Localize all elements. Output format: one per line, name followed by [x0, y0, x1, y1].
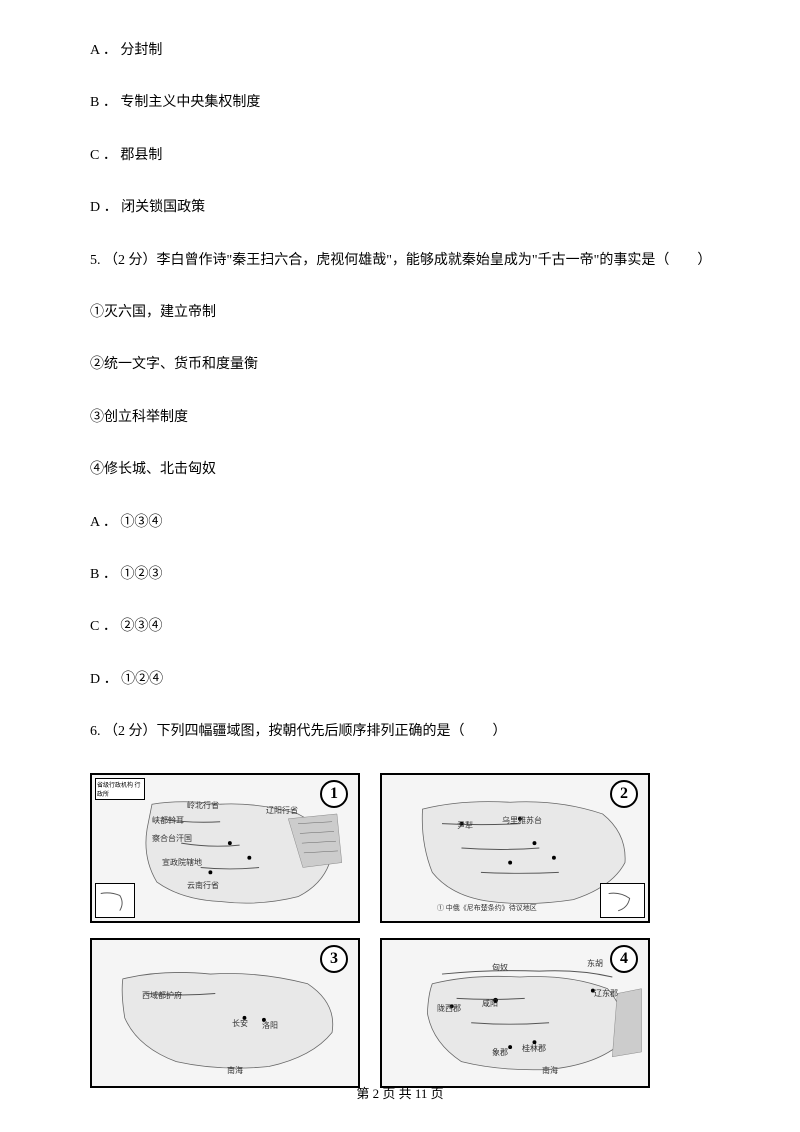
- statement-2: ②统一文字、货币和度量衡: [90, 354, 710, 376]
- page-footer: 第 2 页 共 11 页: [0, 1083, 800, 1102]
- statement-1: ①灭六国，建立帝制: [90, 302, 710, 324]
- map3-label-luoyang: 洛阳: [262, 1020, 278, 1031]
- map4-label-xiongnu: 匈奴: [492, 962, 508, 973]
- option-b-q5: B ． ①②③: [90, 564, 710, 586]
- map1-label-xuanzheng: 宣政院辖地: [162, 857, 202, 868]
- map1-label-yunnan: 云南行省: [187, 880, 219, 891]
- map4-label-xianyang: 咸阳: [482, 998, 498, 1009]
- question-5-text: 5. （2 分）李白曾作诗"秦王扫六合，虎视何雄哉"，能够成就秦始皇成为"千古一…: [90, 250, 710, 272]
- map-1-inset: [95, 883, 135, 918]
- map2-label-uliastai: 乌里雅苏台: [502, 815, 542, 826]
- map-2: 尹犁 乌里雅苏台 ① 中俄《尼布楚条约》待议地区 2: [380, 773, 650, 923]
- maps-row-2: 西域都护府 长安 洛阳 南海 3 东胡 匈奴 咸阳 辽东郡 陇西: [90, 938, 710, 1088]
- map4-label-donghu: 东胡: [587, 958, 603, 969]
- statement-4: ④修长城、北击匈奴: [90, 459, 710, 481]
- map3-label-nanhai: 南海: [227, 1065, 243, 1076]
- map1-label-liaoyang: 辽阳行省: [266, 805, 298, 816]
- option-d-q4: D ． 闭关锁国政策: [90, 197, 710, 219]
- map1-label-lingbei: 岭北行省: [187, 800, 219, 811]
- map-3: 西域都护府 长安 洛阳 南海 3: [90, 938, 360, 1088]
- map1-label-chagatai: 察合台汗国: [152, 833, 192, 844]
- option-d-q5: D ． ①②④: [90, 669, 710, 691]
- map4-label-longxi: 陇西郡: [437, 1003, 461, 1014]
- map-4: 东胡 匈奴 咸阳 辽东郡 陇西郡 象郡 南海 桂林郡 4: [380, 938, 650, 1088]
- option-a-q4: A ． 分封制: [90, 40, 710, 62]
- map3-label-changan: 长安: [232, 1018, 248, 1029]
- maps-container: 省级行政机构 行政所 辽阳行省 岭北行省 峡都斡耳 察合台汗国 宣政院辖地 云南…: [90, 773, 710, 1088]
- option-c-q5: C ． ②③④: [90, 616, 710, 638]
- map4-label-xiang: 象郡: [492, 1047, 508, 1058]
- option-a-q5: A ． ①③④: [90, 512, 710, 534]
- option-b-q4: B ． 专制主义中央集权制度: [90, 92, 710, 114]
- map2-label-treaty: ① 中俄《尼布楚条约》待议地区: [437, 903, 537, 913]
- map3-label-xiyu: 西域都护府: [142, 990, 182, 1001]
- map1-label-qiadu: 峡都斡耳: [152, 815, 184, 826]
- option-c-q4: C ． 郡县制: [90, 145, 710, 167]
- map4-label-guilin: 桂林郡: [522, 1043, 546, 1054]
- map4-label-liaodong: 辽东郡: [594, 988, 618, 999]
- map-2-inset: [600, 883, 645, 918]
- map-1: 省级行政机构 行政所 辽阳行省 岭北行省 峡都斡耳 察合台汗国 宣政院辖地 云南…: [90, 773, 360, 923]
- map2-label-yili: 尹犁: [457, 820, 473, 831]
- map4-label-nanhai: 南海: [542, 1065, 558, 1076]
- maps-row-1: 省级行政机构 行政所 辽阳行省 岭北行省 峡都斡耳 察合台汗国 宣政院辖地 云南…: [90, 773, 710, 923]
- question-6-text: 6. （2 分）下列四幅疆域图，按朝代先后顺序排列正确的是（ ）: [90, 721, 710, 743]
- statement-3: ③创立科举制度: [90, 407, 710, 429]
